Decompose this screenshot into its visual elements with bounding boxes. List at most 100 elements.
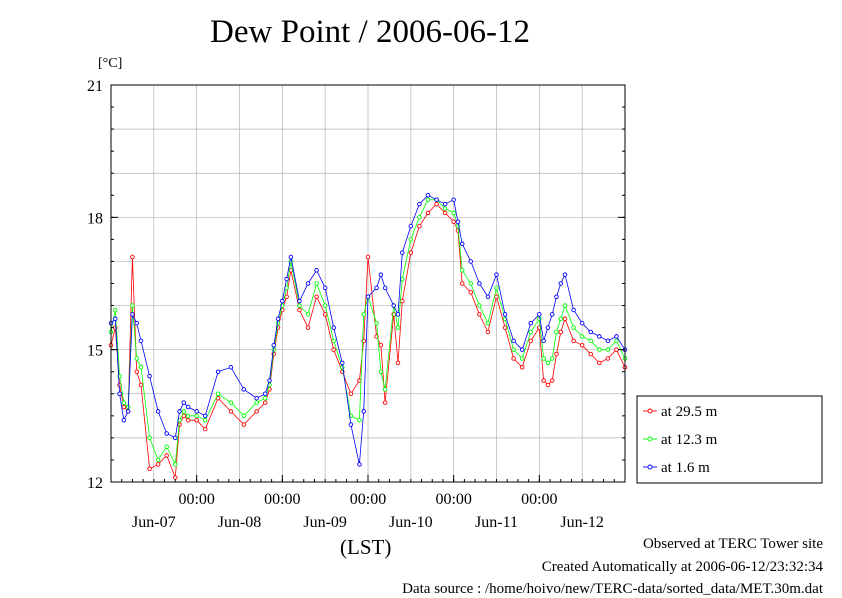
data-point [502, 325, 508, 330]
data-point [181, 400, 187, 405]
x-day-label: Jun-10 [389, 514, 433, 531]
data-point [528, 329, 534, 335]
data-point [382, 387, 388, 392]
x-day-label: Jun-12 [560, 514, 604, 531]
data-point [395, 325, 401, 330]
data-point [597, 360, 602, 366]
data-point [147, 373, 152, 379]
data-point [130, 303, 135, 308]
data-point [134, 320, 139, 326]
data-point [378, 343, 384, 348]
data-point [485, 320, 491, 326]
data-point [288, 254, 294, 260]
data-point [194, 417, 199, 423]
data-point [365, 254, 371, 260]
data-point [164, 453, 169, 458]
data-point [571, 338, 576, 344]
data-point [125, 409, 131, 414]
data-point [331, 347, 336, 352]
footer-source: Data source : /home/hoivo/new/TERC-data/… [402, 581, 823, 597]
data-point [468, 281, 474, 286]
legend-box [636, 395, 823, 484]
data-point [215, 369, 221, 374]
data-point [357, 462, 362, 467]
data-point [558, 316, 564, 322]
data-point [340, 360, 345, 366]
data-point [451, 219, 456, 224]
data-point [549, 378, 555, 383]
data-point [378, 272, 384, 277]
data-point [322, 285, 328, 291]
data-point [181, 409, 187, 414]
x-day-label: Jun-09 [303, 514, 347, 531]
data-point [554, 294, 559, 299]
data-point [113, 316, 118, 322]
data-point [305, 325, 311, 330]
data-point [588, 338, 593, 344]
data-point [284, 294, 289, 299]
data-point [477, 312, 482, 317]
y-tick-label: 15 [87, 343, 103, 360]
data-point [511, 347, 516, 352]
data-point [185, 417, 191, 423]
data-point [202, 426, 208, 432]
data-point [434, 197, 439, 202]
data-point [511, 338, 516, 344]
data-point [485, 329, 491, 335]
data-point [425, 193, 431, 198]
data-point [374, 285, 379, 291]
data-point [138, 338, 144, 344]
data-point [562, 316, 568, 322]
data-point [468, 259, 474, 264]
data-point [117, 391, 122, 397]
data-point [562, 303, 568, 308]
data-point [215, 391, 221, 397]
x-tick-label: 00:00 [521, 491, 557, 508]
data-point [400, 250, 405, 255]
data-point [147, 466, 152, 472]
data-point [254, 395, 259, 401]
data-point [340, 365, 345, 370]
data-point [519, 356, 525, 361]
data-point [361, 409, 366, 414]
y-axis-unit-label: [°C] [98, 56, 123, 71]
footer-created: Created Automatically at 2006-06-12/23:3… [541, 559, 823, 575]
footer-site: Observed at TERC Tower site [642, 536, 823, 552]
legend-swatch-marker [647, 436, 653, 442]
data-point [400, 298, 405, 304]
data-point [262, 395, 268, 401]
y-tick-label: 12 [87, 475, 103, 492]
data-point [228, 365, 234, 370]
data-point [348, 422, 354, 427]
data-point [241, 413, 247, 419]
data-point [571, 307, 576, 313]
data-point [528, 338, 534, 344]
data-point [579, 343, 585, 348]
data-point [202, 413, 208, 419]
data-point [228, 400, 234, 405]
data-point [271, 343, 277, 348]
data-point [614, 347, 619, 352]
legend-label: at 12.3 m [661, 432, 718, 448]
legend-swatch-marker [647, 464, 653, 470]
data-point [588, 329, 593, 335]
data-point [130, 312, 135, 317]
data-point [579, 334, 585, 339]
x-tick-label: 00:00 [350, 491, 386, 508]
data-point [241, 422, 247, 427]
data-point [417, 201, 422, 207]
data-point [391, 303, 396, 308]
data-point [459, 281, 465, 286]
data-point [537, 312, 542, 317]
data-point [314, 268, 319, 273]
data-point [455, 219, 461, 224]
data-point [442, 210, 448, 216]
data-point [571, 325, 576, 330]
legend: at 29.5 m at 12.3 m at 1.6 m [636, 395, 823, 484]
data-point [395, 312, 401, 317]
data-point [164, 444, 169, 449]
data-point [545, 382, 551, 388]
data-point [172, 475, 178, 480]
data-point [297, 303, 302, 308]
